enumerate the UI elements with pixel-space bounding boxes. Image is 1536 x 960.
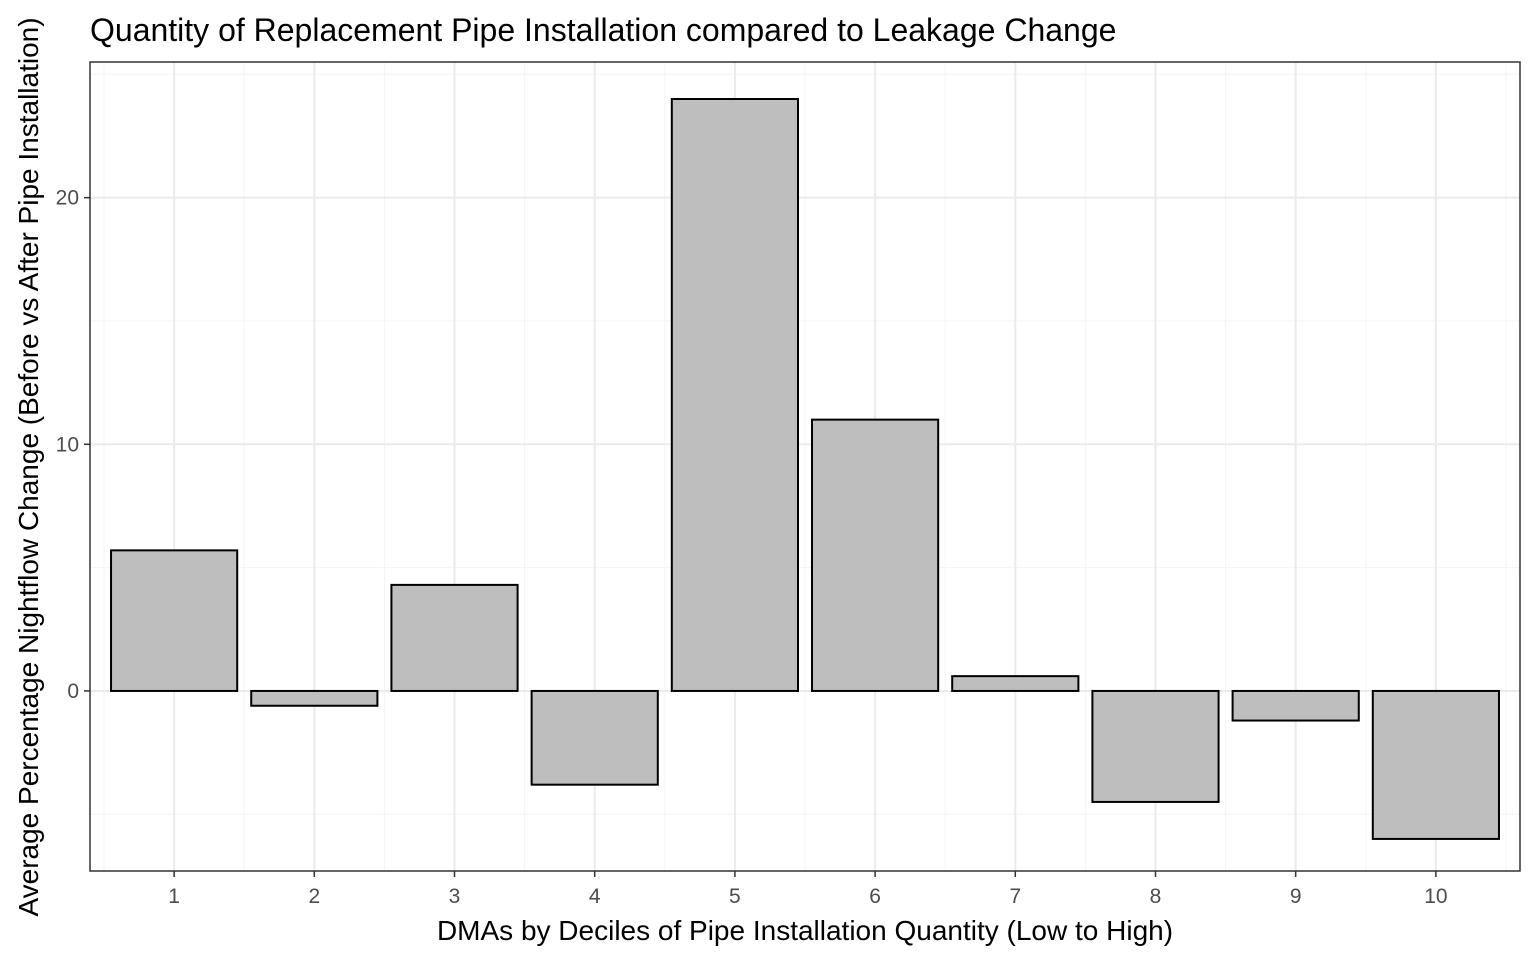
x-tick-label: 1 <box>168 885 180 908</box>
x-tick-label: 3 <box>449 885 461 908</box>
y-tick-label: 20 <box>56 187 79 210</box>
x-tick-label: 8 <box>1150 885 1162 908</box>
x-tick-label: 10 <box>1424 885 1447 908</box>
bar-6 <box>811 418 940 692</box>
bar-8 <box>1091 689 1220 803</box>
x-axis-title: DMAs by Deciles of Pipe Installation Qua… <box>437 915 1173 946</box>
x-tick-label: 2 <box>308 885 320 908</box>
panel-border <box>89 61 1521 872</box>
bar-2 <box>250 689 379 707</box>
x-axis-ticks: 1 2 3 4 5 6 7 8 9 10 <box>168 871 1448 908</box>
bar-1 <box>110 549 239 692</box>
grid-minor-lines <box>90 62 1520 871</box>
bar-10 <box>1371 689 1500 840</box>
x-tick-label: 4 <box>589 885 601 908</box>
bar-3 <box>390 583 519 692</box>
x-tick-label: 7 <box>1009 885 1021 908</box>
bar-7 <box>951 675 1080 692</box>
x-tick-label: 6 <box>869 885 881 908</box>
chart-title: Quantity of Replacement Pipe Installatio… <box>90 12 1116 48</box>
y-tick-label: 0 <box>67 680 79 703</box>
bar-9 <box>1231 689 1360 722</box>
bars <box>110 97 1500 840</box>
x-tick-label: 5 <box>729 885 741 908</box>
y-axis-title: Average Percentage Nightflow Change (Bef… <box>13 17 44 916</box>
x-tick-label: 9 <box>1290 885 1302 908</box>
y-axis-ticks: 0 10 20 <box>56 187 90 703</box>
bar-4 <box>530 689 659 786</box>
y-tick-label: 10 <box>56 433 79 456</box>
bar-5 <box>670 97 799 692</box>
